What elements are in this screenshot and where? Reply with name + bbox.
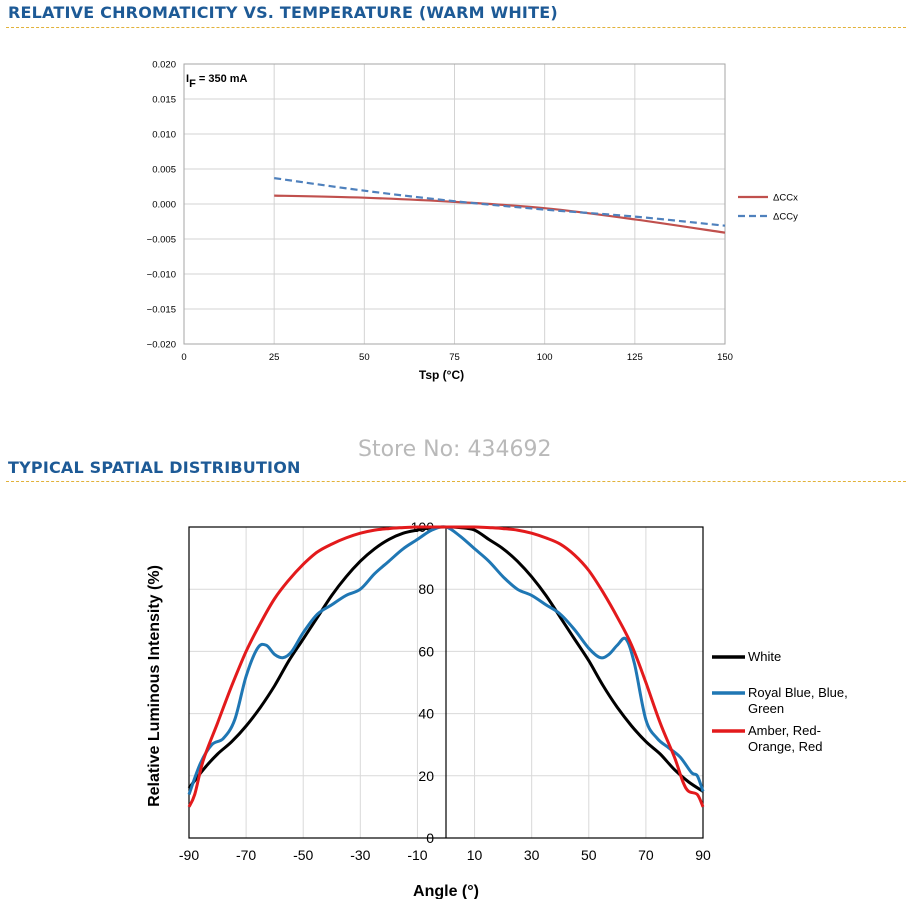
x-tick-label: -70 xyxy=(236,847,256,863)
x-tick-label: -30 xyxy=(350,847,370,863)
x-tick-label: 0 xyxy=(181,352,186,363)
chromaticity-section-title: RELATIVE CHROMATICITY VS. TEMPERATURE (W… xyxy=(8,3,558,22)
y-tick-label: −0.020 xyxy=(147,340,176,351)
y-tick-label: 80 xyxy=(418,581,434,597)
series-line-royal-blue xyxy=(187,525,705,796)
y-tick-label: 40 xyxy=(418,706,434,722)
legend-label: White xyxy=(748,649,781,664)
y-tick-label: 0.010 xyxy=(152,130,176,141)
legend-label: Amber, Red-Orange, Red xyxy=(748,723,822,754)
y-tick-label: 0.020 xyxy=(152,60,176,71)
x-tick-label: -50 xyxy=(293,847,313,863)
series-line-amber-red xyxy=(187,525,705,808)
y-tick-label: 0.000 xyxy=(152,200,176,211)
spatial-section-title: TYPICAL SPATIAL DISTRIBUTION xyxy=(8,458,301,477)
x-tick-label: 125 xyxy=(627,352,643,363)
chromaticity-chart: 0 25 50 75 100 125 150 0.020 0.015 0.010 0.005 0.00… xyxy=(147,60,798,383)
y-tick-label: 0.005 xyxy=(152,165,176,176)
plot-area xyxy=(183,63,726,345)
x-tick-label: -90 xyxy=(179,847,199,863)
section-divider-top xyxy=(6,27,906,28)
x-tick-label: 50 xyxy=(581,847,597,863)
x-tick-label: 10 xyxy=(467,847,483,863)
y-tick-label: 20 xyxy=(418,768,434,784)
x-tick-label: -10 xyxy=(407,847,427,863)
x-tick-label: 100 xyxy=(537,352,553,363)
y-tick-label: −0.015 xyxy=(147,305,176,316)
y-tick-label: −0.005 xyxy=(147,235,176,246)
legend-label: Royal Blue, Blue, Green xyxy=(748,685,848,716)
legend-label: ΔCCy xyxy=(773,212,798,223)
legend-label: ΔCCx xyxy=(773,193,798,204)
x-axis-label: Tsp (°C) xyxy=(419,368,464,382)
y-tick-label: 60 xyxy=(418,643,434,659)
x-tick-label: 70 xyxy=(638,847,654,863)
x-tick-label: 50 xyxy=(359,352,370,363)
x-tick-label: 25 xyxy=(269,352,280,363)
series-line-dccy xyxy=(274,177,726,227)
section-divider-bottom xyxy=(6,481,906,482)
current-annotation: IF = 350 mA xyxy=(186,73,248,90)
x-tick-label: 150 xyxy=(717,352,733,363)
y-tick-label: 0.015 xyxy=(152,95,176,106)
y-axis-label: Relative Luminous Intensity (%) xyxy=(146,565,163,807)
x-tick-label: 30 xyxy=(524,847,540,863)
x-tick-label: 75 xyxy=(449,352,460,363)
store-watermark: Store No: 434692 xyxy=(358,437,552,462)
x-axis-label: Angle (°) xyxy=(413,883,479,899)
x-tick-label: 90 xyxy=(695,847,711,863)
y-tick-label: −0.010 xyxy=(147,270,176,281)
